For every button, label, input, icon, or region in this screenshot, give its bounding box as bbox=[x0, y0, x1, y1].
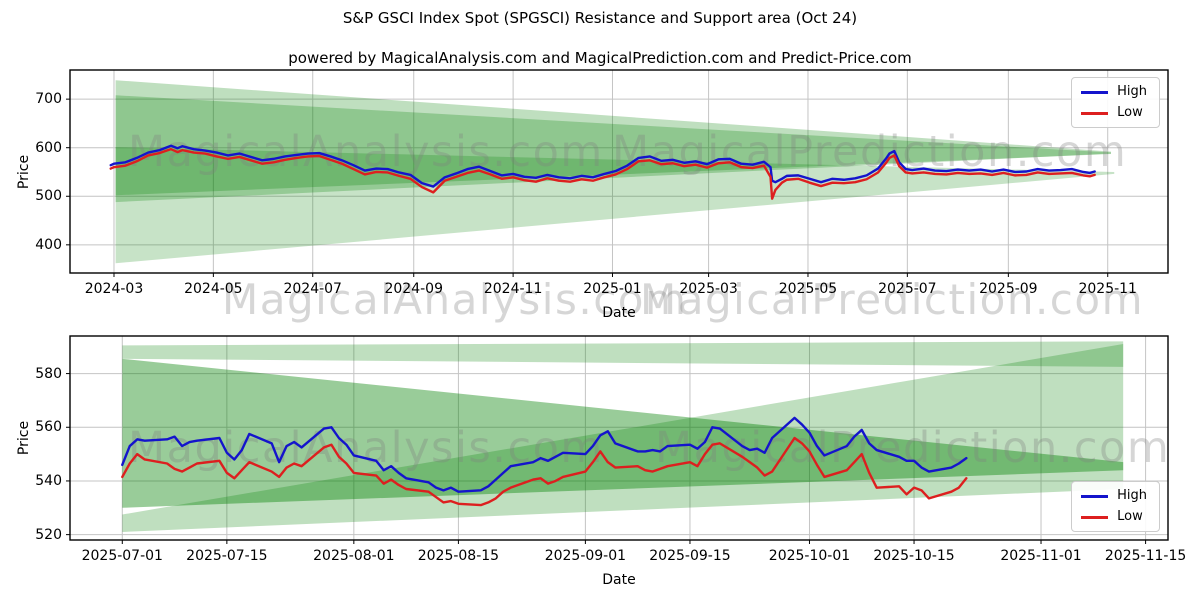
legend-entry-label: Low bbox=[1117, 105, 1143, 120]
detail-high-line bbox=[121, 416, 968, 493]
x-tick-label: 2025-10-15 bbox=[873, 548, 955, 564]
figure-title: S&P GSCI Index Spot (SPGSCI) Resistance … bbox=[342, 9, 858, 27]
legend-line-swatch bbox=[1081, 90, 1109, 94]
x-tick-label: 2024-07 bbox=[283, 281, 342, 297]
overview-axes-spines bbox=[69, 69, 1169, 274]
legend-entry: High bbox=[1081, 85, 1147, 99]
legend-line-swatch bbox=[1081, 515, 1109, 519]
watermark-text: MagicalPrediction.com bbox=[655, 423, 1170, 473]
x-tick-label: 2024-11 bbox=[483, 281, 543, 297]
y-tick-label: 500 bbox=[35, 188, 62, 205]
detail-low-line bbox=[121, 436, 968, 507]
x-tick-label: 2025-11-01 bbox=[1000, 548, 1082, 564]
legend-entry-label: High bbox=[1117, 84, 1147, 99]
x-tick-label: 2025-11 bbox=[1078, 281, 1137, 297]
x-tick-label: 2024-09 bbox=[384, 281, 443, 297]
detail-axes-spines bbox=[69, 335, 1169, 541]
watermark-text: MagicalAnalysis.com bbox=[128, 423, 604, 473]
x-tick-label: 2025-09-01 bbox=[544, 548, 627, 564]
x-tick-label: 2025-09 bbox=[979, 281, 1038, 297]
x-tick-label: 2025-01 bbox=[583, 281, 642, 297]
y-tick-label: 580 bbox=[35, 365, 62, 382]
band-expanding-area bbox=[122, 344, 1124, 532]
x-tick-label: 2025-10-01 bbox=[768, 548, 851, 564]
x-tick-label: 2024-03 bbox=[84, 281, 144, 297]
x-tick-label: 2025-07-01 bbox=[81, 548, 163, 564]
legend-entry: High bbox=[1081, 489, 1147, 503]
legend-entry-label: Low bbox=[1117, 509, 1143, 524]
legend-line-swatch bbox=[1081, 111, 1109, 115]
band-converging-area bbox=[122, 358, 1124, 508]
watermark-text: MagicalPrediction.com bbox=[640, 275, 1144, 324]
x-tick-label: 2025-09-15 bbox=[649, 548, 731, 564]
y-tick-label: 560 bbox=[35, 419, 62, 436]
figure-subtitle: powered by MagicalAnalysis.com and Magic… bbox=[288, 49, 912, 67]
legend-box: High Low bbox=[1071, 77, 1160, 128]
watermark-text: MagicalAnalysis.com bbox=[222, 275, 687, 324]
x-tick-label: 2025-08-15 bbox=[417, 548, 500, 564]
x-tick-label: 2025-11-15 bbox=[1104, 548, 1187, 564]
overview-high-line bbox=[109, 144, 1096, 188]
x-tick-label: 2025-03 bbox=[679, 281, 738, 297]
y-axis-label: Price bbox=[16, 420, 32, 456]
x-axis-label: Date bbox=[602, 572, 636, 588]
legend-box: High Low bbox=[1071, 481, 1160, 532]
overview-low-line bbox=[109, 147, 1096, 200]
y-tick-label: 400 bbox=[35, 236, 62, 253]
x-tick-label: 2025-07-15 bbox=[186, 548, 268, 564]
x-tick-label: 2024-05 bbox=[184, 281, 243, 297]
band-resistance-top-band bbox=[122, 341, 1124, 367]
y-tick-label: 600 bbox=[35, 139, 62, 156]
legend-line-swatch bbox=[1081, 494, 1109, 498]
x-tick-label: 2025-08-01 bbox=[313, 548, 395, 564]
y-axis-label: Price bbox=[16, 154, 32, 189]
x-axis-label: Date bbox=[602, 305, 636, 321]
y-tick-label: 540 bbox=[35, 472, 62, 489]
legend-entry: Low bbox=[1081, 510, 1147, 524]
legend-entry: Low bbox=[1081, 106, 1147, 120]
x-tick-label: 2025-07 bbox=[878, 281, 937, 297]
y-tick-label: 520 bbox=[35, 526, 62, 543]
legend-entry-label: High bbox=[1117, 488, 1147, 503]
x-tick-label: 2025-05 bbox=[778, 281, 838, 297]
y-tick-label: 700 bbox=[35, 91, 62, 108]
